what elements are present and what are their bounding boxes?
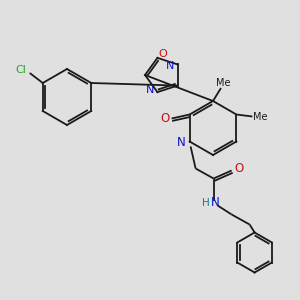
Text: Me: Me [216,78,230,88]
Text: N: N [146,85,154,95]
Text: Cl: Cl [15,65,26,75]
Text: H: H [202,197,209,208]
Text: O: O [234,162,243,175]
Text: Me: Me [253,112,268,122]
Text: N: N [167,61,175,71]
Text: O: O [160,112,169,125]
Text: O: O [158,49,167,59]
Text: N: N [177,136,186,149]
Text: N: N [211,196,220,209]
